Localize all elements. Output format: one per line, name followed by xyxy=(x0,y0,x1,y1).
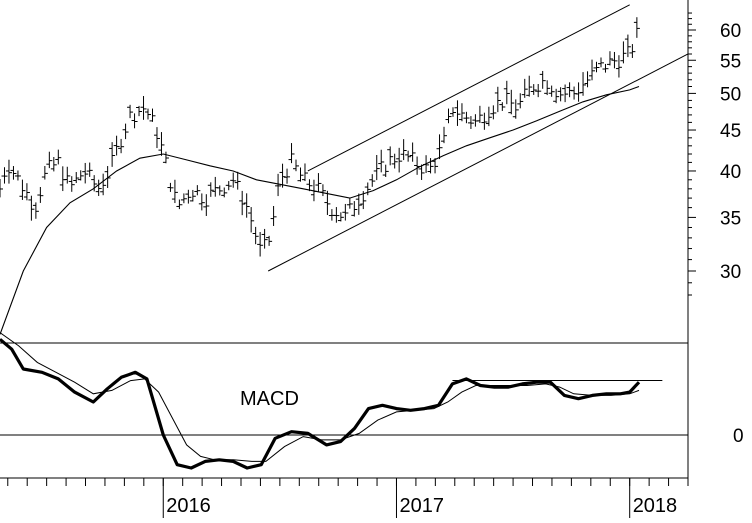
price-tick-label: 35 xyxy=(720,208,741,229)
time-ticks: 2016 2017 2018 xyxy=(7,478,689,518)
macd-label: MACD xyxy=(240,388,299,410)
macd-panel: 0 MACD xyxy=(0,332,744,478)
price-trend-lines xyxy=(267,4,689,272)
price-panel: 60 55 50 45 40 35 30 xyxy=(0,0,741,344)
price-tick-label: 50 xyxy=(720,84,741,105)
macd-line xyxy=(0,338,641,470)
time-axis: 2016 2017 2018 xyxy=(0,477,689,518)
year-label: 2018 xyxy=(633,495,678,517)
price-trend-line xyxy=(267,53,689,272)
price-tick-label: 60 xyxy=(720,21,741,42)
price-tick-label: 40 xyxy=(720,162,741,183)
price-trend-line xyxy=(307,4,630,172)
year-label: 2016 xyxy=(166,495,211,517)
price-tick-label: 30 xyxy=(720,262,741,283)
macd-signal-line xyxy=(0,332,640,462)
price-tick-label: 45 xyxy=(720,121,741,142)
price-bars xyxy=(0,17,640,257)
macd-zero-tick-label: 0 xyxy=(733,426,744,447)
year-label: 2017 xyxy=(399,495,444,517)
price-tick-label: 55 xyxy=(720,51,741,72)
price-y-ticks: 60 55 50 45 40 35 30 xyxy=(688,12,741,296)
moving-average-line xyxy=(0,85,640,335)
